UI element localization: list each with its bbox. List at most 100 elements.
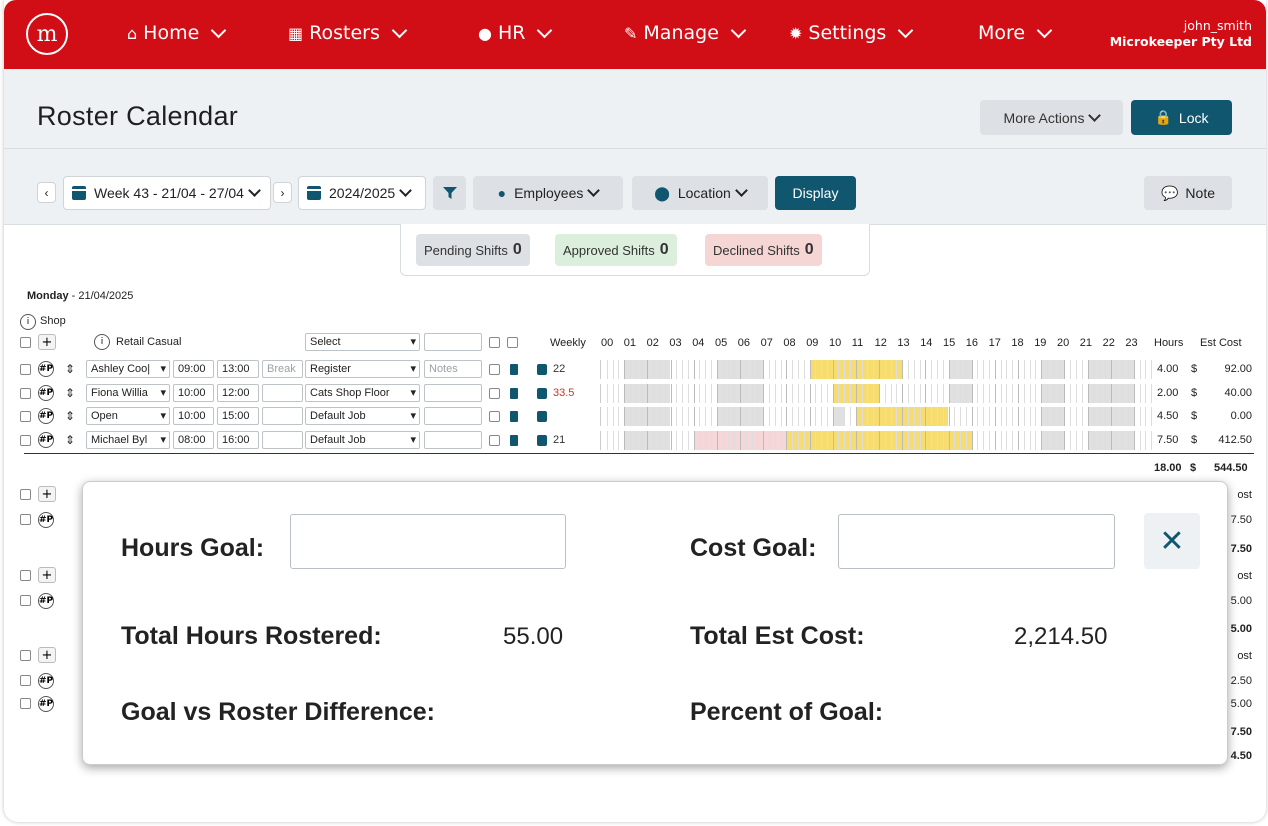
- sort-icon[interactable]: ⇕: [65, 433, 76, 447]
- pay-rate-icon[interactable]: #P: [38, 432, 54, 448]
- trash-icon[interactable]: [510, 411, 518, 422]
- nav-more[interactable]: More: [978, 22, 1053, 44]
- display-button[interactable]: Display: [775, 176, 856, 210]
- start-time-input[interactable]: 10:00: [173, 384, 214, 402]
- pending-shifts-badge[interactable]: Pending Shifts 0: [416, 234, 530, 266]
- filter-button[interactable]: [433, 176, 466, 210]
- hour-header: 19: [1034, 337, 1047, 349]
- pay-rate-icon[interactable]: #P: [38, 593, 54, 609]
- notes-input[interactable]: Notes: [424, 360, 482, 378]
- row-checkbox[interactable]: [20, 595, 31, 606]
- bulk-notes-input[interactable]: [424, 333, 482, 351]
- copy-icon[interactable]: [537, 388, 547, 399]
- row-select-checkbox[interactable]: [489, 411, 500, 422]
- notes-input[interactable]: [424, 431, 482, 449]
- break-input[interactable]: [262, 384, 303, 402]
- sort-icon[interactable]: ⇕: [65, 409, 76, 423]
- pay-rate-icon[interactable]: #P: [38, 385, 54, 401]
- pay-rate-icon[interactable]: #P: [38, 408, 54, 424]
- end-time-input[interactable]: 15:00: [217, 407, 259, 425]
- row-checkbox[interactable]: [20, 489, 31, 500]
- sort-icon[interactable]: ⇕: [65, 386, 76, 400]
- select-all-checkbox[interactable]: [20, 337, 31, 348]
- row-select-checkbox[interactable]: [489, 388, 500, 399]
- row-checkbox[interactable]: [20, 570, 31, 581]
- trash-icon[interactable]: [510, 388, 518, 399]
- break-input[interactable]: [262, 431, 303, 449]
- timeline-tick: [728, 384, 730, 403]
- employee-select[interactable]: Open: [86, 407, 170, 425]
- trash-icon[interactable]: [510, 364, 518, 375]
- sort-icon[interactable]: ⇕: [65, 362, 76, 376]
- job-select[interactable]: Register: [305, 360, 420, 378]
- add-shift-button[interactable]: +: [38, 334, 56, 350]
- timeline-tick: [1110, 360, 1112, 379]
- pay-rate-icon[interactable]: #P: [38, 673, 54, 689]
- copy-icon[interactable]: [537, 435, 547, 446]
- notes-input[interactable]: [424, 384, 482, 402]
- more-actions-button[interactable]: More Actions: [980, 100, 1123, 135]
- prev-week-button[interactable]: ‹: [37, 182, 56, 203]
- location-dropdown[interactable]: ⬤ Location: [632, 176, 768, 210]
- trash-icon[interactable]: [510, 435, 518, 446]
- note-button[interactable]: 💬 Note: [1144, 176, 1232, 210]
- info-icon[interactable]: i: [20, 314, 36, 330]
- add-shift-button[interactable]: +: [38, 647, 56, 663]
- start-time-input[interactable]: 09:00: [173, 360, 214, 378]
- nav-hr[interactable]: ● HR: [478, 22, 553, 44]
- end-time-input[interactable]: 16:00: [217, 431, 259, 449]
- pay-rate-icon[interactable]: #P: [38, 512, 54, 528]
- row-checkbox[interactable]: [20, 675, 31, 686]
- break-input[interactable]: Break: [262, 360, 303, 378]
- row-select-checkbox[interactable]: [489, 435, 500, 446]
- lock-button[interactable]: 🔒 Lock: [1131, 100, 1232, 135]
- timeline-tick: [763, 407, 765, 426]
- row-checkbox[interactable]: [20, 364, 31, 375]
- end-time-input[interactable]: 12:00: [217, 384, 259, 402]
- bulk-job-select[interactable]: Select: [305, 333, 420, 351]
- nav-home[interactable]: ⌂ Home: [127, 22, 227, 44]
- pay-rate-icon[interactable]: #P: [38, 696, 54, 712]
- pay-rate-icon[interactable]: #P: [38, 361, 54, 377]
- week-select[interactable]: Week 43 - 21/04 - 27/04: [63, 176, 271, 210]
- cost-goal-input[interactable]: [838, 514, 1115, 569]
- row-checkbox[interactable]: [20, 698, 31, 709]
- employees-dropdown[interactable]: ● Employees: [473, 176, 623, 210]
- approved-shifts-badge[interactable]: Approved Shifts 0: [555, 234, 677, 266]
- add-shift-button[interactable]: +: [38, 567, 56, 583]
- row-checkbox[interactable]: [20, 435, 31, 446]
- copy-icon[interactable]: [537, 364, 547, 375]
- break-input[interactable]: [262, 407, 303, 425]
- nav-rosters[interactable]: ▦ Rosters: [288, 22, 408, 44]
- employee-select[interactable]: Ashley Coo|: [86, 360, 170, 378]
- notes-input[interactable]: [424, 407, 482, 425]
- timeline-tick: [879, 407, 880, 426]
- logo[interactable]: m: [26, 13, 68, 55]
- row-checkbox[interactable]: [20, 411, 31, 422]
- employee-select[interactable]: Michael Byl: [86, 431, 170, 449]
- bulk-checkbox-b[interactable]: [507, 337, 518, 348]
- job-select[interactable]: Default Job: [305, 431, 420, 449]
- nav-manage[interactable]: ✎ Manage: [624, 22, 747, 44]
- hours-goal-input[interactable]: [290, 514, 566, 569]
- end-time-input[interactable]: 13:00: [217, 360, 259, 378]
- add-shift-button[interactable]: +: [38, 486, 56, 502]
- row-select-checkbox[interactable]: [489, 364, 500, 375]
- nav-settings[interactable]: ✹ Settings: [789, 22, 914, 44]
- employee-select[interactable]: Fiona Willia: [86, 384, 170, 402]
- close-icon[interactable]: ✕: [1144, 513, 1200, 569]
- start-time-input[interactable]: 08:00: [173, 431, 214, 449]
- declined-shifts-badge[interactable]: Declined Shifts 0: [705, 234, 822, 266]
- job-select[interactable]: Default Job: [305, 407, 420, 425]
- info-icon[interactable]: i: [94, 334, 110, 350]
- start-time-input[interactable]: 10:00: [173, 407, 214, 425]
- row-checkbox[interactable]: [20, 388, 31, 399]
- next-week-button[interactable]: ›: [273, 182, 292, 203]
- row-checkbox[interactable]: [20, 514, 31, 525]
- copy-icon[interactable]: [537, 411, 547, 422]
- bulk-checkbox-a[interactable]: [489, 337, 500, 348]
- row-checkbox[interactable]: [20, 650, 31, 661]
- user-menu[interactable]: john_smith Microkeeper Pty Ltd: [1110, 18, 1252, 50]
- job-select[interactable]: Cats Shop Floor: [305, 384, 420, 402]
- year-select[interactable]: 2024/2025: [298, 176, 426, 210]
